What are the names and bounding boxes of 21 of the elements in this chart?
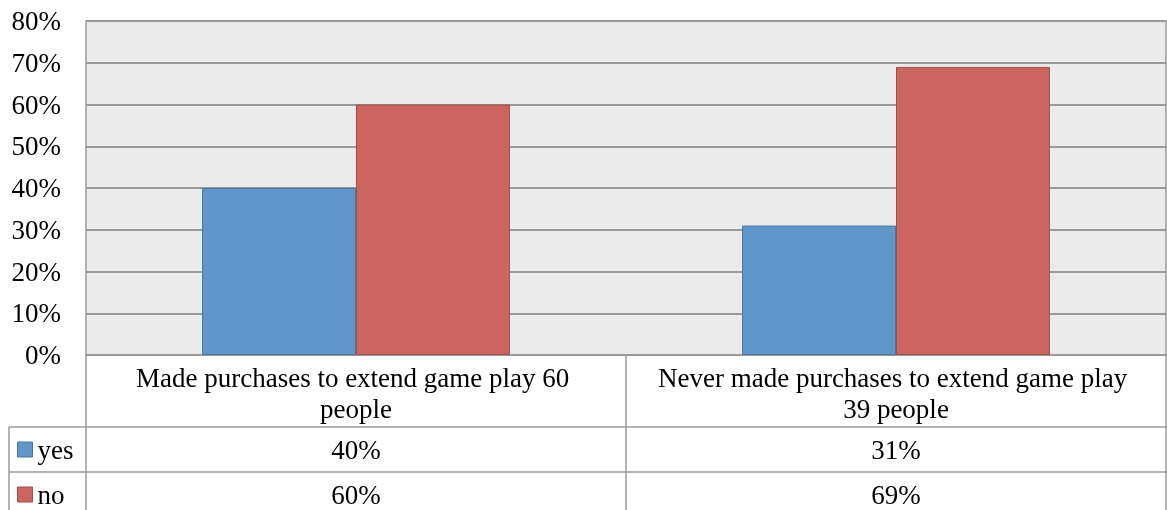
data-label: 40% [331, 434, 381, 465]
x-tick-label: Made purchases to extend game play 60 people [135, 362, 577, 424]
y-tick-label: 0% [25, 340, 61, 370]
y-tick-label: 70% [11, 47, 61, 78]
bar [896, 66, 1050, 355]
y-tick-label: 50% [11, 131, 61, 162]
x-tick-label: Never made purchases to extend game play 39 people [657, 362, 1135, 424]
data-label: 69% [871, 479, 921, 510]
data-label: 31% [871, 434, 921, 465]
legend-label: no [37, 479, 65, 510]
bar [742, 225, 896, 355]
y-tick-label: 80% [11, 6, 61, 36]
bar [356, 104, 510, 355]
bar [202, 188, 356, 355]
y-tick-label: 10% [11, 298, 61, 329]
y-tick-label: 20% [11, 256, 61, 287]
y-tick-label: 30% [11, 214, 61, 245]
legend-label: yes [37, 434, 74, 465]
y-tick-label: 40% [11, 173, 61, 203]
data-label: 60% [331, 479, 381, 510]
y-tick-label: 60% [11, 89, 61, 120]
